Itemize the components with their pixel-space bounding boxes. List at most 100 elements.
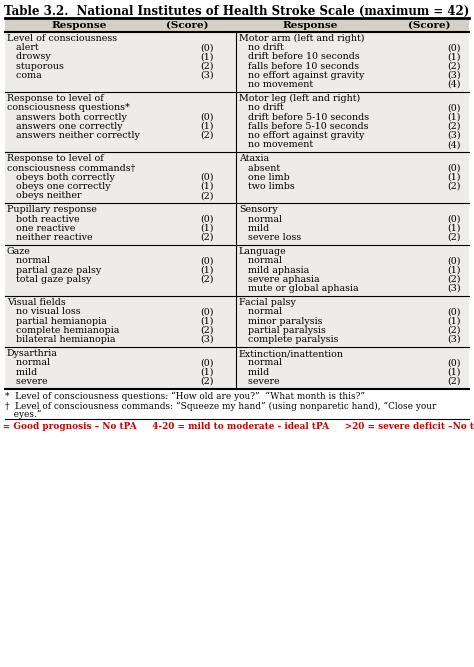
Text: Motor arm (left and right): Motor arm (left and right) — [239, 34, 365, 43]
Text: Language: Language — [239, 247, 287, 256]
Text: no movement: no movement — [239, 80, 313, 89]
Text: (2): (2) — [447, 182, 461, 191]
Text: normal: normal — [239, 256, 282, 265]
Text: Level of consciousness: Level of consciousness — [7, 34, 117, 43]
Text: normal: normal — [239, 215, 282, 223]
Text: eyes.”: eyes.” — [5, 410, 42, 420]
Text: (0): (0) — [201, 256, 214, 265]
Text: consciousness questions*: consciousness questions* — [7, 103, 130, 113]
Text: (3): (3) — [447, 284, 461, 293]
Text: (0): (0) — [201, 43, 214, 52]
Text: (2): (2) — [201, 61, 214, 71]
Text: (2): (2) — [447, 122, 461, 131]
Text: minor paralysis: minor paralysis — [239, 317, 322, 325]
Text: consciousness commands†: consciousness commands† — [7, 163, 135, 173]
Text: Response to level of: Response to level of — [7, 154, 104, 163]
Text: (3): (3) — [447, 335, 461, 344]
Text: Facial palsy: Facial palsy — [239, 298, 296, 307]
Text: mild: mild — [239, 368, 269, 377]
Text: (2): (2) — [447, 233, 461, 242]
Text: (Score): (Score) — [408, 21, 451, 29]
Text: (1): (1) — [447, 317, 461, 325]
Text: no drift: no drift — [239, 43, 284, 52]
Text: stuporous: stuporous — [7, 61, 64, 71]
Text: partial gaze palsy: partial gaze palsy — [7, 265, 101, 275]
Text: no visual loss: no visual loss — [7, 307, 81, 316]
Text: severe: severe — [7, 377, 47, 386]
Text: (0): (0) — [201, 113, 214, 121]
Text: (1): (1) — [201, 317, 214, 325]
Text: mild aphasia: mild aphasia — [239, 265, 309, 275]
Text: (0): (0) — [447, 163, 461, 173]
Text: alert: alert — [7, 43, 38, 52]
Text: Motor leg (left and right): Motor leg (left and right) — [239, 94, 360, 103]
Text: †  Level of consciousness commands: “Squeeze my hand” (using nonparetic hand), “: † Level of consciousness commands: “Sque… — [5, 401, 437, 410]
Text: drowsy: drowsy — [7, 53, 51, 61]
Text: severe: severe — [239, 377, 280, 386]
Text: Extinction/inattention: Extinction/inattention — [239, 350, 344, 358]
Text: (0): (0) — [447, 358, 461, 368]
Text: total gaze palsy: total gaze palsy — [7, 275, 91, 283]
Text: no effort against gravity: no effort against gravity — [239, 71, 365, 80]
Text: (3): (3) — [447, 131, 461, 140]
Text: Visual fields: Visual fields — [7, 298, 66, 307]
Text: normal: normal — [239, 307, 282, 316]
Text: (2): (2) — [201, 275, 214, 283]
Text: normal: normal — [7, 256, 50, 265]
Text: severe aphasia: severe aphasia — [239, 275, 319, 283]
Text: (1): (1) — [447, 224, 461, 233]
Text: (3): (3) — [447, 71, 461, 80]
Text: (0): (0) — [447, 215, 461, 223]
Text: one limb: one limb — [239, 173, 290, 182]
Text: (0): (0) — [201, 307, 214, 316]
Text: (1): (1) — [201, 182, 214, 191]
Text: (0): (0) — [447, 307, 461, 316]
Text: obeys neither: obeys neither — [7, 191, 82, 200]
Text: (0): (0) — [447, 103, 461, 113]
Text: two limbs: two limbs — [239, 182, 295, 191]
Text: Dysarthria: Dysarthria — [7, 350, 58, 358]
Text: Response to level of: Response to level of — [7, 94, 104, 103]
Text: (1): (1) — [201, 122, 214, 131]
Text: (3): (3) — [201, 335, 214, 344]
Text: (2): (2) — [447, 275, 461, 283]
Text: (2): (2) — [447, 61, 461, 71]
Text: (1): (1) — [447, 368, 461, 377]
Text: Ataxia: Ataxia — [239, 154, 269, 163]
Text: <4 = Good prognosis – No tPA     4-20 = mild to moderate - ideal tPA     >20 = s: <4 = Good prognosis – No tPA 4-20 = mild… — [0, 422, 474, 431]
Text: drift before 5-10 seconds: drift before 5-10 seconds — [239, 113, 369, 121]
Text: Gaze: Gaze — [7, 247, 31, 256]
Text: coma: coma — [7, 71, 42, 80]
Text: mild: mild — [239, 224, 269, 233]
Text: drift before 10 seconds: drift before 10 seconds — [239, 53, 360, 61]
Text: complete hemianopia: complete hemianopia — [7, 325, 119, 335]
Text: Response: Response — [51, 21, 107, 29]
Text: no effort against gravity: no effort against gravity — [239, 131, 365, 140]
Text: mute or global aphasia: mute or global aphasia — [239, 284, 359, 293]
Text: partial hemianopia: partial hemianopia — [7, 317, 107, 325]
Text: falls before 10 seconds: falls before 10 seconds — [239, 61, 359, 71]
Text: (1): (1) — [447, 53, 461, 61]
Text: answers both correctly: answers both correctly — [7, 113, 127, 121]
Text: answers neither correctly: answers neither correctly — [7, 131, 140, 140]
Text: (1): (1) — [201, 265, 214, 275]
Text: falls before 5-10 seconds: falls before 5-10 seconds — [239, 122, 368, 131]
Text: (1): (1) — [447, 113, 461, 121]
Text: (Score): (Score) — [166, 21, 209, 29]
Text: (2): (2) — [447, 377, 461, 386]
Text: (2): (2) — [447, 325, 461, 335]
Text: absent: absent — [239, 163, 280, 173]
Text: (2): (2) — [201, 325, 214, 335]
Text: Sensory: Sensory — [239, 205, 278, 214]
Text: Table 3.2.  National Institutes of Health Stroke Scale (maximum = 42): Table 3.2. National Institutes of Health… — [4, 5, 470, 18]
Text: no movement: no movement — [239, 140, 313, 149]
Text: (1): (1) — [447, 265, 461, 275]
Text: partial paralysis: partial paralysis — [239, 325, 326, 335]
Text: (1): (1) — [201, 53, 214, 61]
Text: (3): (3) — [201, 71, 214, 80]
Text: normal: normal — [239, 358, 282, 368]
Text: (1): (1) — [447, 173, 461, 182]
Text: mild: mild — [7, 368, 37, 377]
Text: Pupillary response: Pupillary response — [7, 205, 97, 214]
Text: (2): (2) — [201, 191, 214, 200]
